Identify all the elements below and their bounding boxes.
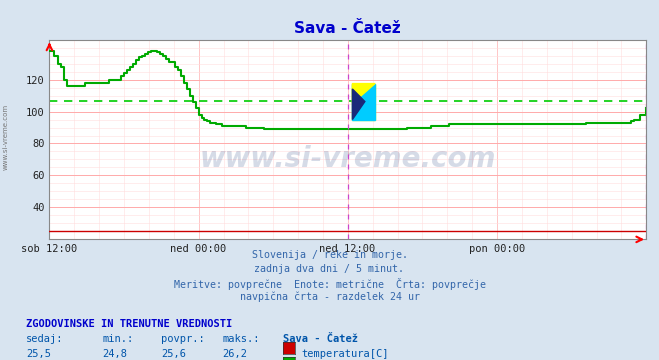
Text: sedaj:: sedaj:: [26, 334, 64, 344]
Text: www.si-vreme.com: www.si-vreme.com: [200, 145, 496, 174]
Polygon shape: [353, 89, 365, 120]
Bar: [353, 84, 375, 120]
Text: 24,8: 24,8: [102, 349, 127, 359]
Text: navpična črta - razdelek 24 ur: navpična črta - razdelek 24 ur: [239, 291, 420, 302]
Polygon shape: [353, 84, 375, 103]
Text: Sava - Čatež: Sava - Čatež: [283, 334, 358, 344]
Text: Meritve: povprečne  Enote: metrične  Črta: povprečje: Meritve: povprečne Enote: metrične Črta:…: [173, 278, 486, 289]
Text: www.si-vreme.com: www.si-vreme.com: [2, 104, 9, 170]
Text: povpr.:: povpr.:: [161, 334, 205, 344]
Text: min.:: min.:: [102, 334, 133, 344]
Text: maks.:: maks.:: [223, 334, 260, 344]
Text: Slovenija / reke in morje.: Slovenija / reke in morje.: [252, 250, 407, 260]
Text: 25,6: 25,6: [161, 349, 186, 359]
Text: zadnja dva dni / 5 minut.: zadnja dva dni / 5 minut.: [254, 264, 405, 274]
Text: temperatura[C]: temperatura[C]: [302, 349, 389, 359]
Text: 26,2: 26,2: [223, 349, 248, 359]
Text: 25,5: 25,5: [26, 349, 51, 359]
Title: Sava - Čatež: Sava - Čatež: [295, 21, 401, 36]
Polygon shape: [353, 84, 375, 120]
Text: ZGODOVINSKE IN TRENUTNE VREDNOSTI: ZGODOVINSKE IN TRENUTNE VREDNOSTI: [26, 319, 233, 329]
